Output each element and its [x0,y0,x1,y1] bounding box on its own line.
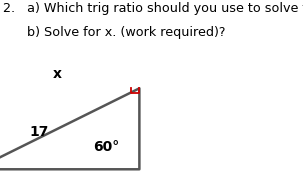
Text: 60°: 60° [93,140,119,154]
Text: 2.   a) Which trig ratio should you use to solve for x?: 2. a) Which trig ratio should you use to… [3,2,303,15]
Text: x: x [53,67,62,81]
Text: 17: 17 [30,125,49,139]
Text: b) Solve for x. (work required)?: b) Solve for x. (work required)? [3,26,225,39]
